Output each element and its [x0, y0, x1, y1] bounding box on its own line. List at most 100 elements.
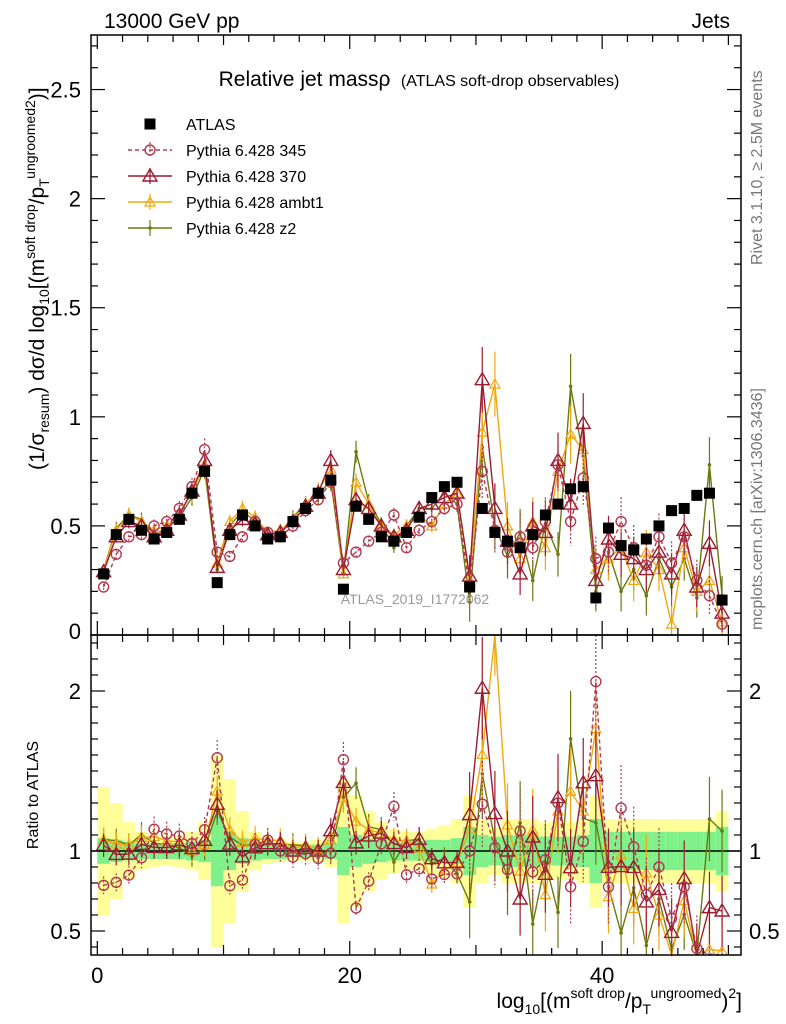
p345-marker — [628, 841, 640, 853]
p345-marker — [426, 515, 438, 528]
p345-marker — [438, 502, 451, 515]
plot-title-main: Relative jet massρ — [219, 68, 391, 91]
atlas-marker — [703, 487, 715, 499]
p345-marker — [287, 851, 299, 863]
ambt1-marker — [143, 195, 157, 207]
ambt1-marker — [488, 377, 501, 389]
p345-marker — [224, 880, 236, 892]
p345-marker — [110, 548, 122, 560]
p370-marker — [587, 572, 605, 587]
p370-marker — [95, 836, 112, 851]
z2-marker — [568, 736, 573, 741]
ambt1-main-line — [102, 383, 723, 625]
z2-marker — [354, 449, 358, 454]
ambt1-marker — [627, 902, 640, 914]
atlas-marker — [615, 540, 627, 552]
header-left: 13000 GeV pp — [104, 10, 239, 33]
y-tick-label: 1 — [69, 405, 81, 430]
rivet-label: Rivet 3.1.10, ≥ 2.5M events — [749, 70, 766, 265]
p345-marker — [602, 881, 615, 893]
p345-marker — [539, 854, 552, 866]
p345-marker — [148, 823, 160, 835]
ratio-tick-label-right: 0.5 — [749, 919, 780, 944]
p370-marker — [575, 414, 592, 430]
p370-marker — [474, 679, 491, 694]
z2-marker — [148, 226, 152, 230]
p345-marker — [552, 797, 564, 809]
atlas-marker — [224, 529, 236, 541]
p345-marker — [261, 834, 274, 846]
p370-marker — [650, 881, 668, 896]
atlas-marker — [590, 592, 602, 604]
z2-marker — [568, 384, 573, 389]
p370-marker — [335, 561, 352, 576]
p345-marker — [198, 823, 211, 836]
p345-marker — [615, 515, 627, 528]
atlas-marker — [451, 476, 463, 488]
ambt1-marker — [476, 425, 489, 437]
p345-marker — [350, 546, 362, 558]
x-tick-label: 20 — [337, 963, 361, 988]
p345-marker — [640, 888, 653, 901]
atlas-marker — [337, 583, 349, 595]
ambt1-marker — [665, 617, 678, 629]
z2-marker — [720, 829, 724, 833]
p370-marker — [612, 858, 630, 873]
atlas-marker — [148, 533, 160, 545]
legend-label-atlas: ATLAS — [186, 117, 236, 134]
p370-marker — [436, 854, 453, 869]
p345-marker — [173, 830, 186, 842]
p345-marker — [413, 863, 425, 875]
p370-marker — [587, 767, 605, 782]
ambt1-marker — [350, 476, 363, 487]
y-tick-label: 0.5 — [50, 514, 81, 539]
p345-marker — [400, 542, 413, 554]
atlas-marker — [602, 522, 614, 534]
p370-marker — [713, 902, 731, 917]
ambt1-marker — [476, 748, 489, 760]
p345-marker — [337, 753, 350, 766]
z2-marker — [467, 900, 472, 904]
p345-marker — [653, 531, 665, 543]
ambt1-marker — [703, 943, 716, 955]
p345-marker — [678, 881, 690, 893]
x-tick-label: 40 — [590, 963, 614, 988]
p370-marker — [675, 870, 693, 885]
p345-marker — [476, 798, 488, 810]
p345-marker — [312, 852, 324, 865]
p345-marker — [123, 531, 135, 543]
z2-marker — [530, 922, 535, 926]
p370-marker — [701, 534, 718, 550]
p345-marker — [211, 751, 223, 764]
ratio-tick-label-right: 1 — [749, 839, 761, 864]
atlas-marker — [123, 513, 135, 525]
atlas-marker — [413, 511, 425, 523]
p370-marker — [549, 789, 567, 804]
p345-marker — [678, 531, 690, 543]
atlas-marker — [236, 509, 248, 521]
p345-marker — [236, 531, 249, 543]
p345-marker — [716, 618, 728, 630]
ratio-bands — [91, 755, 741, 947]
legend-label-p370: Pythia 6.428 370 — [186, 169, 306, 186]
p370-marker — [385, 835, 403, 850]
atlas-marker — [173, 513, 185, 525]
atlas-marker — [287, 516, 299, 528]
p370-marker — [511, 890, 529, 905]
p345-marker — [362, 535, 375, 547]
y-tick-label: 1.5 — [50, 296, 81, 321]
y-tick-label: 2.5 — [50, 78, 81, 103]
p345-marker — [451, 498, 463, 510]
p370-marker — [663, 924, 680, 939]
atlas-marker — [211, 577, 223, 589]
atlas-marker — [527, 529, 539, 541]
atlas-marker — [502, 535, 514, 547]
z2-marker — [392, 860, 396, 864]
p370-marker — [171, 836, 188, 851]
atlas-marker — [628, 544, 640, 556]
z2-marker — [556, 910, 560, 915]
p370-marker — [461, 567, 478, 582]
p370-marker — [360, 500, 377, 515]
p345-marker — [375, 838, 387, 850]
ambt1-ratio-line — [103, 634, 723, 958]
